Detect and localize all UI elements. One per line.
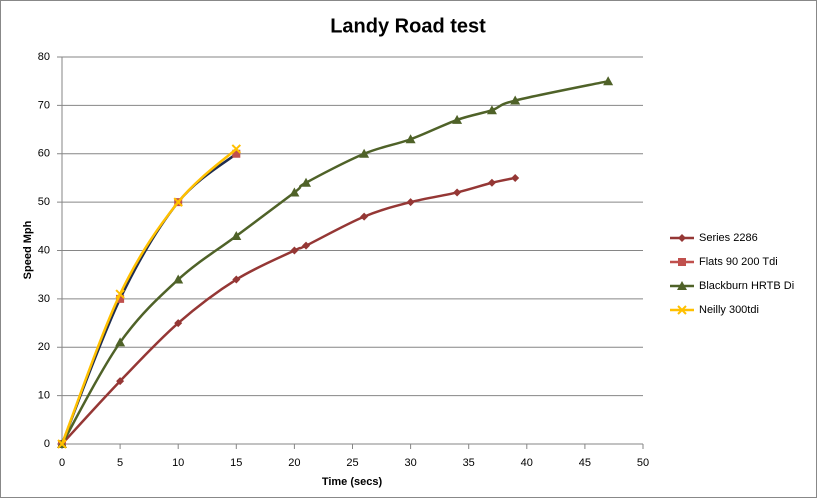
x-tick-label: 0 — [59, 457, 65, 469]
y-tick-label: 20 — [38, 341, 50, 353]
series-line — [60, 79, 609, 445]
legend-marker — [678, 234, 686, 242]
data-point — [289, 187, 300, 197]
data-point — [405, 134, 416, 144]
legend-marker — [677, 305, 687, 315]
series-line — [61, 176, 516, 445]
y-axis-label: Speed Mph — [22, 220, 34, 279]
series-line — [60, 147, 238, 445]
x-tick-label: 30 — [404, 457, 416, 469]
chart-title: Landy Road test — [330, 15, 486, 37]
x-tick-label: 35 — [463, 457, 475, 469]
y-tick-label: 0 — [44, 438, 50, 450]
x-tick-label: 5 — [117, 457, 123, 469]
data-point — [452, 114, 463, 124]
y-tick-label: 10 — [38, 390, 50, 402]
data-point — [173, 197, 183, 207]
data-point — [232, 275, 241, 284]
legend-label: Flats 90 200 Tdi — [699, 256, 778, 268]
data-point — [57, 439, 67, 449]
data-point — [486, 105, 497, 115]
legend-marker — [677, 281, 687, 290]
x-tick-label: 20 — [288, 457, 300, 469]
y-tick-label: 60 — [38, 148, 50, 160]
data-point — [487, 178, 496, 187]
x-tick-label: 10 — [172, 457, 184, 469]
legend-marker — [678, 258, 686, 266]
data-point — [232, 149, 241, 158]
data-point — [510, 95, 521, 105]
y-tick-label: 50 — [38, 196, 50, 208]
data-point — [174, 319, 183, 328]
x-tick-label: 15 — [230, 457, 242, 469]
data-point — [302, 241, 311, 250]
data-point — [301, 177, 312, 187]
data-point — [360, 212, 369, 221]
x-tick-label: 50 — [637, 457, 649, 469]
y-tick-label: 40 — [38, 244, 50, 256]
data-point — [116, 294, 125, 303]
data-point — [115, 289, 125, 299]
data-point — [173, 274, 184, 284]
y-tick-label: 70 — [38, 99, 50, 111]
data-point — [231, 230, 242, 240]
data-point — [115, 337, 126, 347]
legend-label: Series 2286 — [699, 232, 758, 244]
y-tick-label: 80 — [38, 51, 50, 63]
x-tick-label: 25 — [346, 457, 358, 469]
y-tick-label: 30 — [38, 293, 50, 305]
data-point — [359, 148, 370, 158]
data-point — [116, 377, 125, 386]
x-tick-label: 45 — [579, 457, 591, 469]
legend-label: Neilly 300tdi — [699, 304, 759, 316]
x-axis-label: Time (secs) — [322, 476, 383, 488]
legend-label: Blackburn HRTB Di — [699, 280, 794, 292]
data-point — [603, 76, 614, 86]
data-point — [290, 246, 299, 255]
data-point — [511, 173, 520, 182]
data-point — [231, 144, 242, 154]
x-tick-label: 40 — [521, 457, 533, 469]
data-point — [453, 188, 462, 197]
data-point — [406, 198, 415, 207]
